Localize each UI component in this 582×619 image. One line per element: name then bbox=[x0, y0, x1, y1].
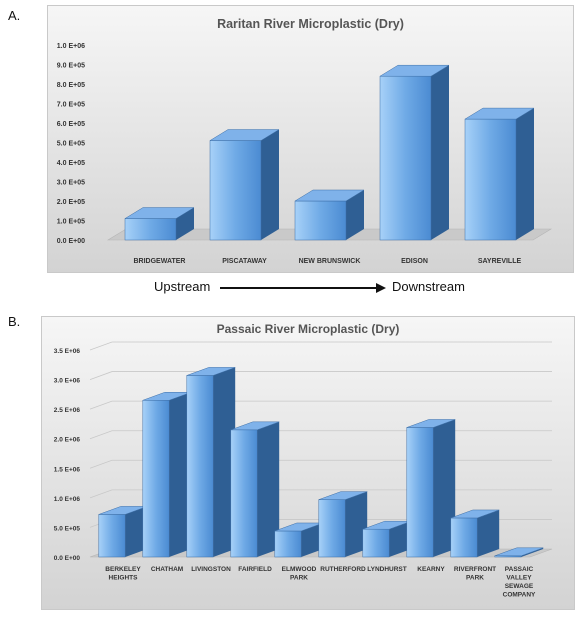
y-tick-label: 6.0 E+05 bbox=[57, 121, 85, 128]
gridline bbox=[89, 430, 552, 440]
bar-rutherford bbox=[318, 491, 368, 558]
y-tick-label: 0.0 E+00 bbox=[57, 238, 85, 245]
bar-elmwood-park bbox=[274, 522, 324, 558]
x-tick-label: LYNDHURST bbox=[367, 566, 407, 573]
y-tick-label: 2.0 E+05 bbox=[57, 199, 85, 206]
x-tick-label: RIVERFRONT bbox=[454, 566, 496, 573]
gridline bbox=[89, 341, 552, 351]
x-tick-label: NEW BRUNSWICK bbox=[299, 258, 361, 265]
bar-fairfield bbox=[230, 421, 280, 558]
chart-title: Passaic River Microplastic (Dry) bbox=[217, 322, 400, 336]
bar-lyndhurst bbox=[362, 520, 412, 558]
x-tick-label: SEWAGE bbox=[505, 583, 534, 590]
x-tick-label: HEIGHTS bbox=[109, 575, 139, 582]
x-tick-label: PARK bbox=[290, 575, 308, 582]
passaic-chart: 0.0 E+00 5.0 E+05 1.0 E+06 1.5 E+06 2.0 E+06… bbox=[41, 316, 575, 610]
gridline bbox=[89, 489, 552, 499]
chart-title: Raritan River Microplastic (Dry) bbox=[217, 17, 404, 31]
y-tick-label: 3.0 E+05 bbox=[57, 180, 85, 187]
y-tick-label: 1.0 E+06 bbox=[57, 43, 85, 50]
bar-berkeley-heights bbox=[98, 506, 148, 558]
y-tick-label: 2.5 E+06 bbox=[54, 407, 81, 414]
y-tick-label: 4.0 E+05 bbox=[57, 160, 85, 167]
upstream-label: Upstream bbox=[154, 279, 211, 294]
x-tick-label: VALLEY bbox=[506, 575, 532, 582]
y-tick-label: 9.0 E+05 bbox=[57, 63, 85, 70]
flow-arrow-icon bbox=[220, 283, 386, 293]
bar-edison bbox=[379, 64, 450, 241]
x-tick-label: RUTHERFORD bbox=[320, 566, 366, 573]
x-tick-label: PISCATAWAY bbox=[222, 258, 267, 265]
x-tick-label: CHATHAM bbox=[151, 566, 183, 573]
y-tick-label: 3.0 E+06 bbox=[54, 378, 81, 385]
x-tick-label: KEARNY bbox=[417, 566, 445, 573]
x-tick-label: COMPANY bbox=[503, 592, 536, 599]
x-tick-label: LIVINGSTON bbox=[191, 566, 231, 573]
x-tick-label: PASSAIC bbox=[505, 566, 534, 573]
x-tick-label: BRIDGEWATER bbox=[134, 258, 186, 265]
gridline bbox=[89, 459, 552, 469]
gridline bbox=[89, 371, 552, 380]
x-tick-label: FAIRFIELD bbox=[238, 566, 272, 573]
y-tick-label: 8.0 E+05 bbox=[57, 82, 85, 89]
x-tick-label: SAYREVILLE bbox=[478, 258, 522, 265]
flow-indicator: Upstream Downstream bbox=[150, 279, 480, 297]
bar-sayreville bbox=[464, 107, 535, 241]
x-tick-label: ELMWOOD bbox=[282, 566, 317, 573]
gridline bbox=[89, 400, 552, 410]
x-tick-label: EDISON bbox=[401, 258, 428, 265]
raritan-chart: 0.0 E+00 1.0 E+05 2.0 E+05 3.0 E+05 4.0 E+05… bbox=[47, 5, 574, 273]
bar-livingston bbox=[186, 367, 236, 558]
y-tick-label: 2.0 E+06 bbox=[54, 437, 81, 444]
downstream-label: Downstream bbox=[392, 279, 465, 294]
y-tick-label: 1.0 E+05 bbox=[57, 219, 85, 226]
y-tick-label: 3.5 E+06 bbox=[54, 348, 81, 355]
bar-new-brunswick bbox=[294, 189, 365, 241]
bar-bridgewater bbox=[124, 207, 195, 241]
panel-b-label: B. bbox=[8, 314, 21, 329]
bar-piscataway bbox=[209, 129, 280, 241]
bar-chatham bbox=[142, 392, 192, 558]
y-tick-label: 5.0 E+05 bbox=[54, 525, 81, 532]
bar-riverfront-park bbox=[450, 509, 500, 558]
y-tick-label: 5.0 E+05 bbox=[57, 141, 85, 148]
y-tick-label: 1.5 E+06 bbox=[54, 466, 81, 473]
panel-a-label: A. bbox=[8, 8, 21, 23]
y-tick-label: 0.0 E+00 bbox=[54, 555, 81, 562]
bar-passaic-valley-sewage-company bbox=[494, 547, 544, 558]
y-tick-label: 1.0 E+06 bbox=[54, 496, 81, 503]
x-tick-label: PARK bbox=[466, 575, 484, 582]
bar-kearny bbox=[406, 419, 456, 558]
y-tick-label: 7.0 E+05 bbox=[57, 102, 85, 109]
x-tick-label: BERKELEY bbox=[105, 566, 141, 573]
